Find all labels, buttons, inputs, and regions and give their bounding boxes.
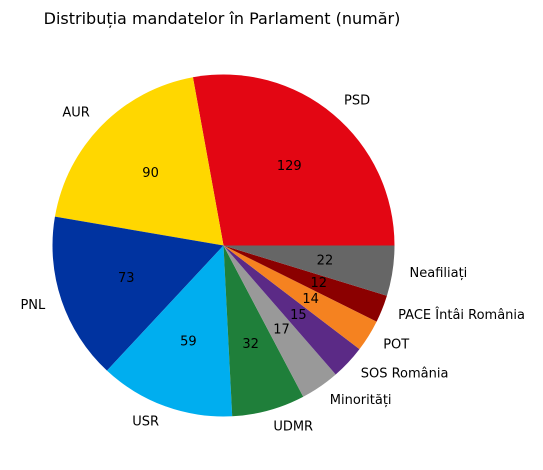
pie-labels: PSD AUR PNL USR UDMR Minorități SOS România POT… <box>20 94 525 435</box>
pie-slice-pot <box>223 245 377 350</box>
pie-value-pnl: 73 <box>118 271 135 286</box>
pie-slice-pnl <box>52 216 224 371</box>
pie-slices <box>52 74 395 417</box>
pie-label-sos-romania: SOS România <box>361 367 449 382</box>
pie-slice-aur <box>54 77 224 246</box>
pie-value-pace-intai-romania: 12 <box>311 276 328 291</box>
pie-slice-neafiliati <box>223 245 395 296</box>
pie-value-pot: 14 <box>302 292 319 307</box>
pie-value-minoritati: 17 <box>273 323 290 338</box>
pie-label-neafiliati: Neafiliați <box>410 266 468 281</box>
pie-value-neafiliati: 22 <box>317 253 334 268</box>
pie-label-pnl: PNL <box>20 298 46 313</box>
pie-label-minoritati: Minorități <box>330 393 392 408</box>
pie-label-aur: AUR <box>62 106 89 121</box>
chart-title: Distribuția mandatelor în Parlament (num… <box>44 9 401 28</box>
pie-label-pace-intai-romania: PACE Întâi România <box>398 307 525 323</box>
pie-slice-pace-intai-romania <box>223 245 387 322</box>
pie-value-aur: 90 <box>142 166 159 181</box>
pie-label-usr: USR <box>132 415 159 430</box>
pie-value-psd: 129 <box>277 159 302 174</box>
pie-label-pot: POT <box>383 337 409 352</box>
pie-slice-usr <box>106 245 233 417</box>
pie-label-psd: PSD <box>344 94 370 109</box>
pie-label-udmr: UDMR <box>273 419 313 434</box>
pie-value-usr: 59 <box>180 334 197 349</box>
pie-value-sos-romania: 15 <box>290 308 307 323</box>
pie-slice-psd <box>192 74 395 246</box>
pie-slice-sos-romania <box>223 245 360 375</box>
pie-slice-minoritati <box>223 245 336 397</box>
pie-value-udmr: 32 <box>242 337 259 352</box>
pie-slice-udmr <box>223 245 304 417</box>
